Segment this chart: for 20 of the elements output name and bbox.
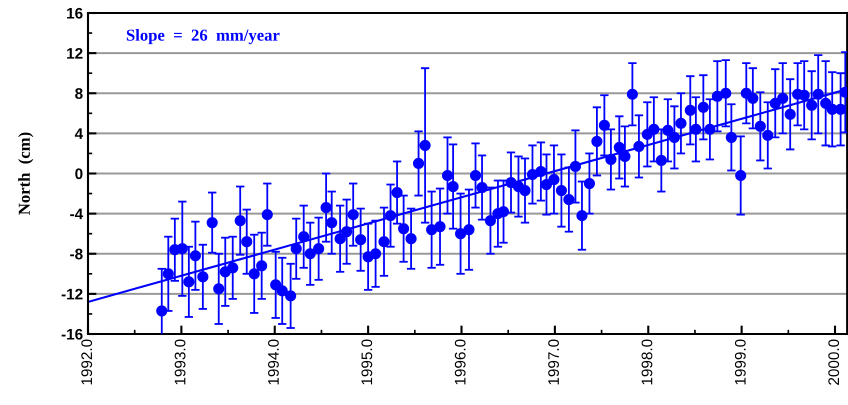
x-tick-label: 1997.0 — [548, 339, 559, 384]
y-tick-label: -16 — [62, 328, 83, 340]
y-tick-label: -12 — [62, 288, 83, 300]
y-tick-label: -4 — [70, 208, 84, 220]
y-tick-label: 8 — [75, 88, 83, 99]
x-tick-label: 1995.0 — [361, 339, 372, 384]
x-tick-label: 2000.0 — [828, 339, 840, 385]
x-tick-label: 1992.0 — [81, 339, 92, 384]
x-tick-label: 1999.0 — [734, 339, 746, 384]
x-tick-label: 1996.0 — [454, 339, 466, 384]
y-tick-label: 16 — [67, 8, 83, 19]
y-tick-label: 4 — [74, 128, 84, 139]
annotation: Slope = 26 mm/year — [126, 29, 280, 44]
x-tick-label: 1993.0 — [174, 339, 186, 384]
y-axis-title: North (cm) — [18, 132, 34, 215]
y-tick-label: 0 — [75, 168, 83, 180]
y-tick-label: 12 — [67, 48, 83, 59]
y-tick-label: -8 — [70, 248, 83, 260]
x-tick-label: 1994.0 — [268, 339, 279, 384]
x-tick-label: 1998.0 — [642, 339, 652, 384]
